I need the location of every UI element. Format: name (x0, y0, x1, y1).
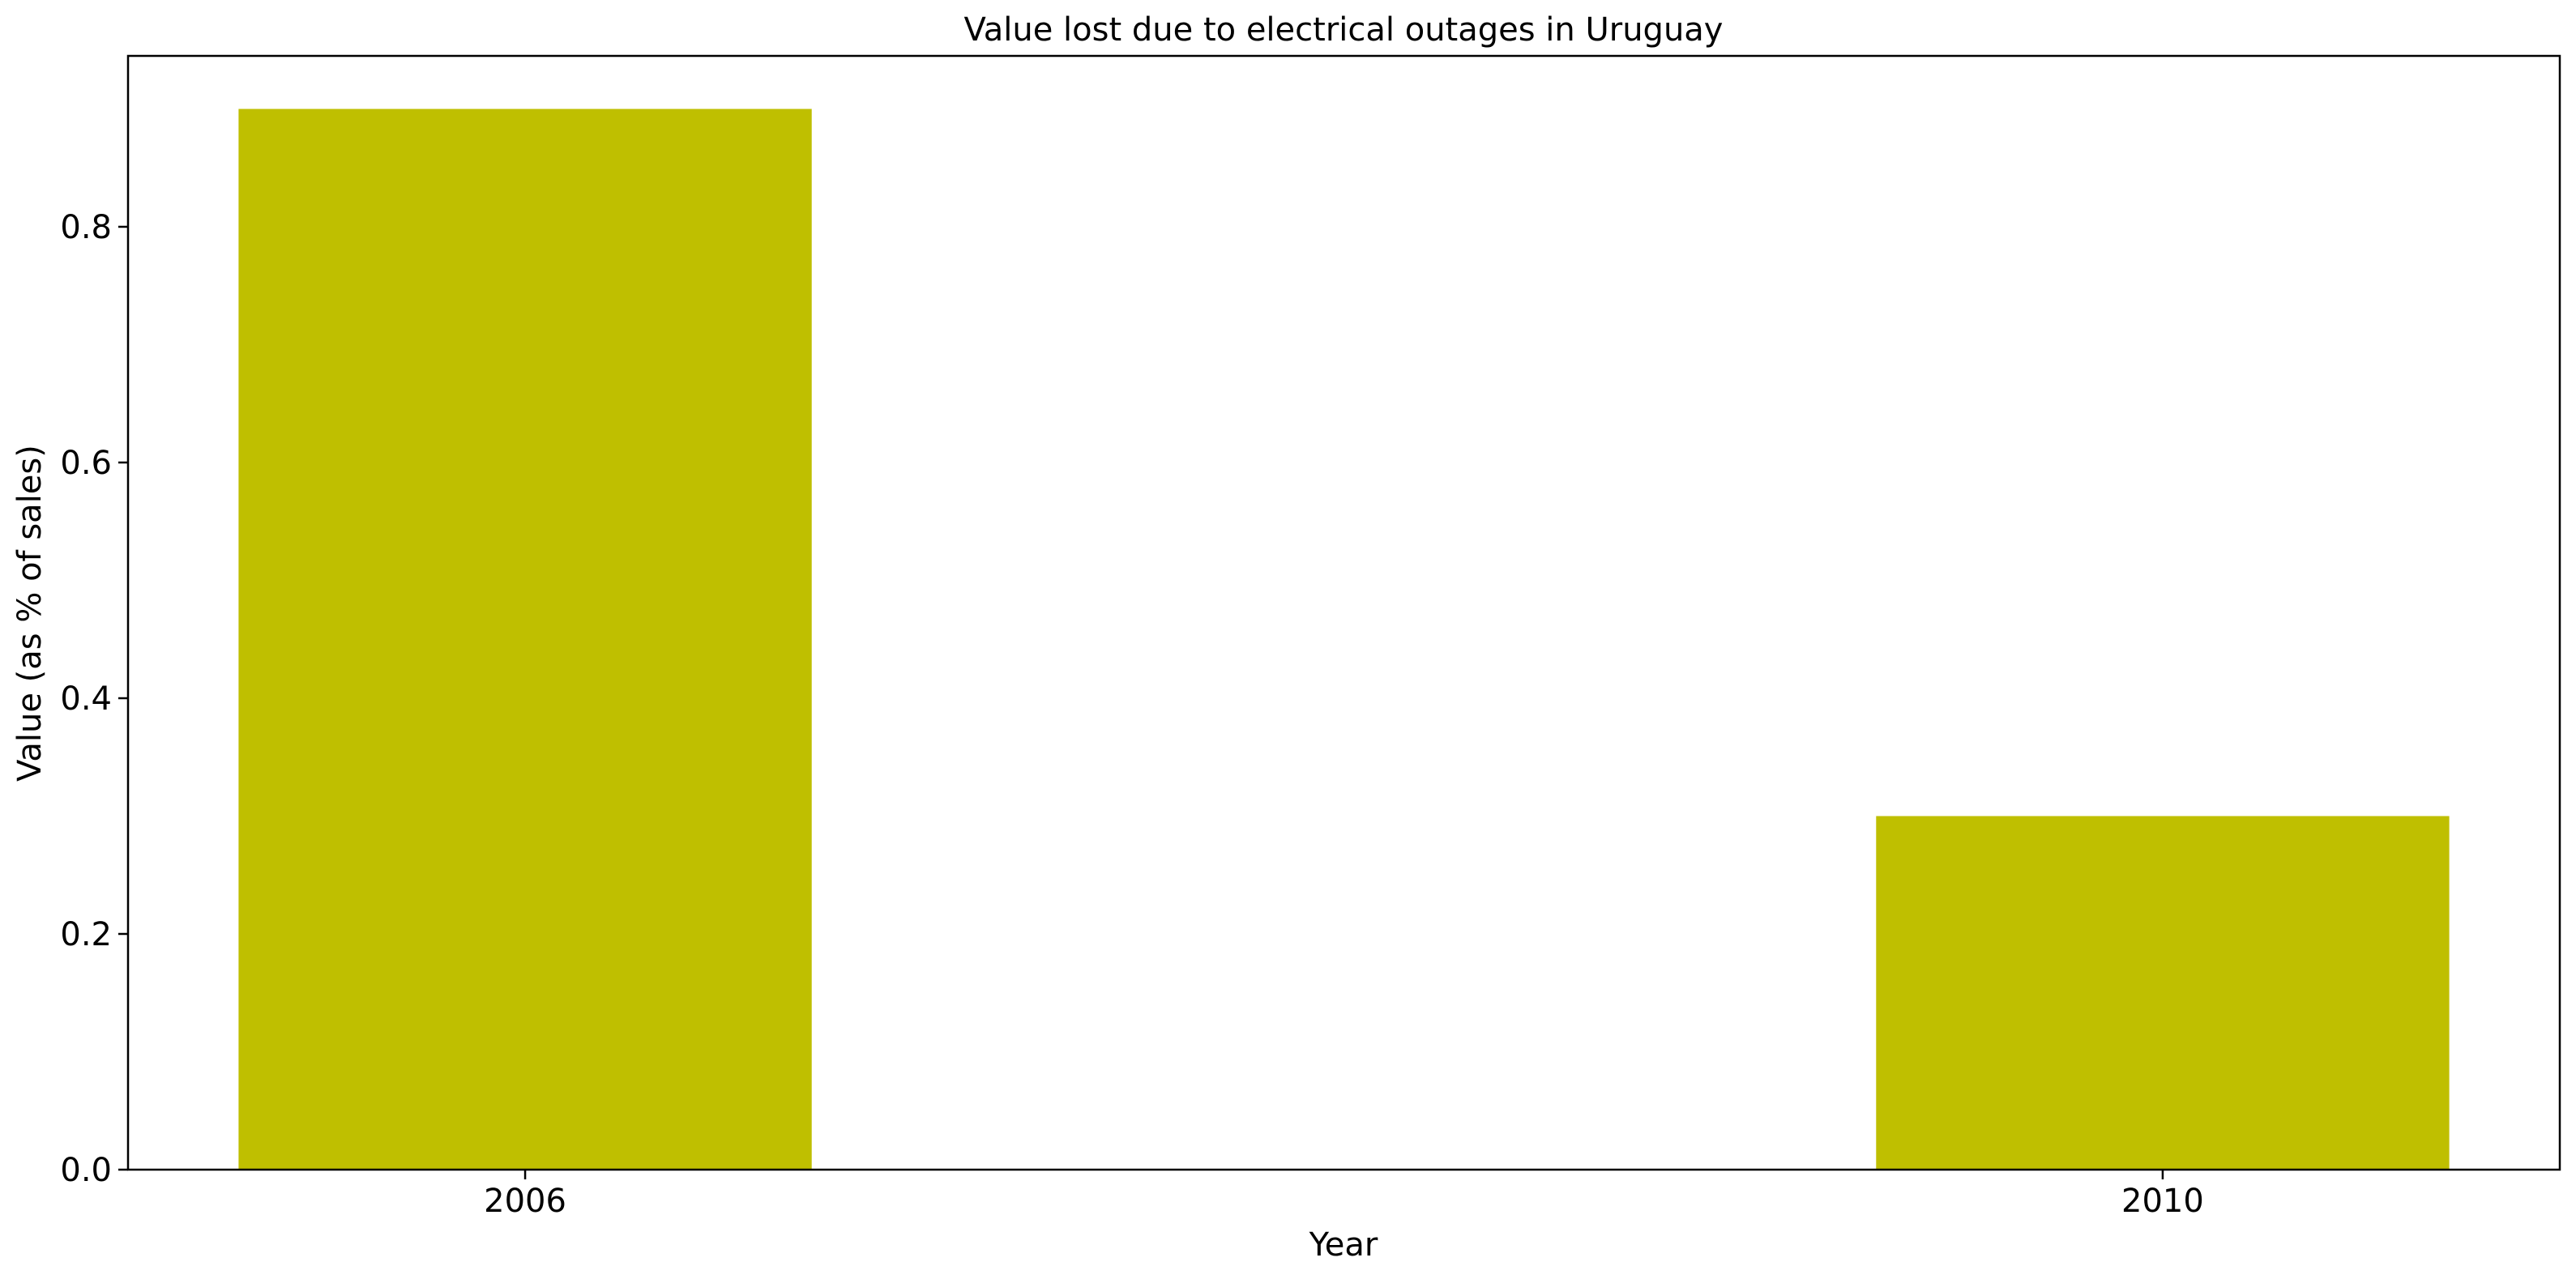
x-tick-label: 2010 (2121, 1183, 2204, 1220)
y-tick-label: 0.4 (60, 680, 112, 718)
bar-2010 (1876, 816, 2450, 1170)
x-axis-label: Year (1309, 1226, 1378, 1264)
bars-group (238, 109, 2450, 1170)
y-tick-label: 0.0 (60, 1152, 112, 1189)
x-tick-label: 2006 (484, 1183, 566, 1220)
plot-frame (126, 54, 2561, 1171)
y-tick-label: 0.6 (60, 445, 112, 482)
y-tick-label: 0.8 (60, 209, 112, 246)
chart-title: Value lost due to electrical outages in … (964, 11, 1724, 49)
y-axis-label: Value (as % of sales) (11, 445, 49, 782)
y-tick-label: 0.2 (60, 916, 112, 953)
y-axis: 0.0 0.2 0.4 0.6 0.8 (60, 209, 128, 1189)
x-axis: 2006 2010 (484, 1170, 2204, 1220)
bar-2006 (238, 109, 812, 1170)
